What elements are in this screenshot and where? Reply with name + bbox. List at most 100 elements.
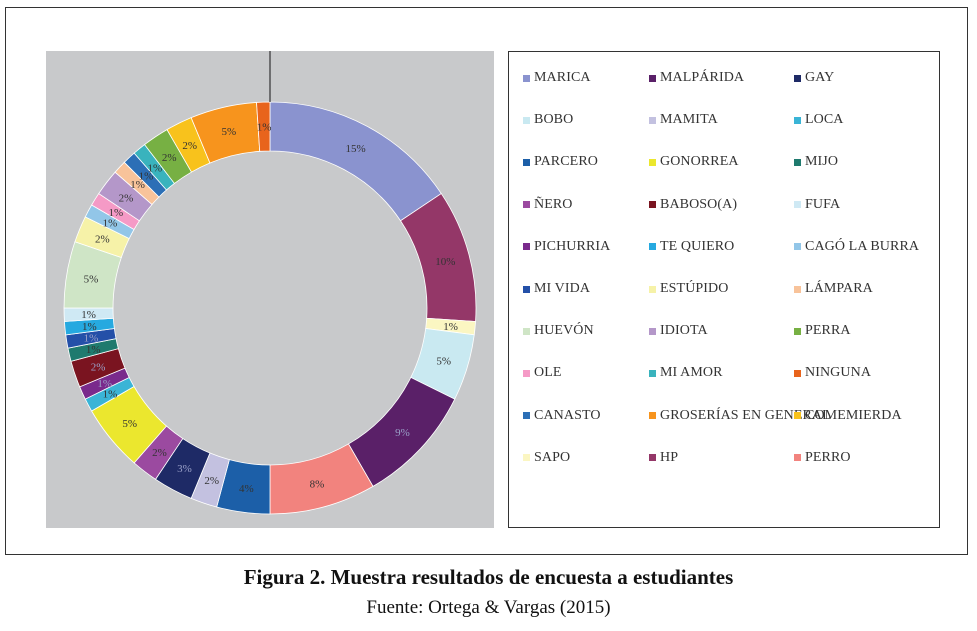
legend-item-malparida: MALPÁRIDA — [649, 70, 744, 86]
legend-swatch — [794, 158, 801, 166]
legend-item-pichurria: PICHURRIA — [523, 239, 610, 255]
slice-label-fufa: 1% — [81, 309, 96, 321]
legend-swatch — [523, 116, 530, 124]
slice-label-sapo: 1% — [443, 321, 458, 333]
legend-item-ninguna: NINGUNA — [794, 365, 871, 381]
legend-swatch — [649, 454, 656, 462]
legend-label: CANASTO — [534, 407, 601, 423]
legend-swatch — [794, 327, 801, 335]
legend-item-fufa: FUFA — [794, 197, 840, 213]
slice-label-ole: 1% — [109, 207, 124, 219]
legend-label: MIJO — [805, 154, 839, 170]
donut-chart: 15%10%1%5%9%8%4%2%3%2%5%1%1%2%1%1%1%1%5%… — [63, 51, 477, 515]
slice-label-marica: 15% — [345, 143, 365, 155]
legend-swatch — [523, 74, 530, 82]
legend-swatch — [523, 327, 530, 335]
legend-swatch — [649, 285, 656, 293]
slice-label-mijo: 1% — [86, 344, 101, 356]
legend-swatch — [649, 116, 656, 124]
legend-item-hp: HP — [649, 450, 678, 466]
legend-swatch — [794, 412, 801, 420]
legend-item-estupido: ESTÚPIDO — [649, 281, 728, 297]
slice-label-cago-la-burra: 1% — [103, 217, 118, 229]
legend-swatch — [649, 369, 656, 377]
legend-item-bobo: BOBO — [523, 112, 573, 128]
legend-item-groserias-en-general: GROSERÍAS EN GENERAL — [649, 408, 831, 424]
legend-item-te-quiero: TE QUIERO — [649, 239, 734, 255]
legend-label: GONORREA — [660, 154, 739, 170]
slice-label-baboso-a: 2% — [91, 361, 106, 373]
legend-swatch — [523, 454, 530, 462]
legend-item-perra: PERRA — [794, 323, 851, 339]
legend-swatch — [649, 201, 656, 209]
legend-label: BOBO — [534, 112, 574, 128]
legend-item-comemierda: COMEMIERDA — [794, 408, 902, 424]
slice-label-perra: 2% — [162, 152, 177, 164]
legend-item-gonorrea: GONORREA — [649, 154, 739, 170]
legend-swatch — [649, 412, 656, 420]
legend-item-huevon: HUEVÓN — [523, 323, 594, 339]
legend-label: COMEMIERDA — [805, 407, 902, 423]
legend-item-gay: GAY — [794, 70, 834, 86]
legend-label: PARCERO — [534, 154, 598, 170]
legend-label: HP — [660, 449, 679, 465]
slice-label-hp: 10% — [435, 256, 455, 268]
legend-label: PERRO — [805, 449, 851, 465]
legend-label: NINGUNA — [805, 365, 872, 381]
legend-swatch — [523, 369, 530, 377]
legend-label: SAPO — [534, 449, 571, 465]
legend-item-baboso-a: BABOSO(A) — [649, 197, 737, 213]
legend-label: MARICA — [534, 70, 591, 85]
legend-item-mamita: MAMITA — [649, 112, 718, 128]
legend-label: OLE — [534, 365, 562, 381]
legend-swatch — [794, 116, 801, 124]
slice-label-canasto: 1% — [139, 171, 154, 183]
slice-ninguna — [256, 101, 271, 152]
legend-label: MALPÁRIDA — [660, 70, 745, 85]
legend-item-mijo: MIJO — [794, 154, 838, 170]
legend-item-loca: LOCA — [794, 112, 844, 128]
figure-frame: 15% 10% 1% 5% 9% 8% 4% 2% 3% 2% 5% 1% 1% 2% 1% 1% 1% 1% 5%… — [5, 7, 968, 555]
legend-swatch — [794, 243, 801, 251]
legend-item-mi-amor: MI AMOR — [649, 365, 723, 381]
legend-item-ole: OLE — [523, 365, 562, 381]
legend-item-sapo: SAPO — [523, 450, 570, 466]
legend-item-canasto: CANASTO — [523, 408, 601, 424]
slice-marica — [269, 101, 442, 222]
legend-swatch — [523, 243, 530, 251]
plot-area: 15% 10% 1% 5% 9% 8% 4% 2% 3% 2% 5% 1% 1% 2% 1% 1% 1% 1% 5%… — [46, 51, 494, 528]
legend-swatch — [523, 158, 530, 166]
legend-label: TE QUIERO — [660, 238, 735, 254]
legend-label: FUFA — [805, 196, 841, 212]
slice-label-huevon: 5% — [84, 273, 99, 285]
legend-item-idiota: IDIOTA — [649, 323, 708, 339]
legend-label: PICHURRIA — [534, 238, 611, 254]
chart-legend: MARICA MALPÁRIDA GAY BOBO MAMITA LOCA PARCERO G… — [508, 51, 940, 528]
legend-item-mi-vida: MI VIDA — [523, 281, 590, 297]
slice-label-lampara: 1% — [130, 179, 145, 191]
legend-swatch — [794, 454, 801, 462]
legend-label: LOCA — [805, 112, 844, 128]
legend-label: BABOSO(A) — [660, 196, 738, 212]
legend-swatch — [794, 201, 801, 209]
slice-label-gonorrea: 5% — [122, 418, 137, 430]
slice-label-mi-vida: 1% — [84, 333, 99, 345]
slice-label-malparida: 9% — [395, 427, 410, 439]
slice-label-mi-amor: 1% — [148, 163, 163, 175]
legend-item-lampara: LÁMPARA — [794, 281, 873, 297]
figure-caption-title: Figura 2. Muestra resultados de encuesta… — [243, 565, 734, 589]
figure-caption-source: Fuente: Ortega & Vargas (2015) — [366, 597, 611, 618]
legend-label: CAGÓ LA BURRA — [805, 238, 920, 254]
legend-label: IDIOTA — [660, 323, 708, 339]
legend-label: ESTÚPIDO — [660, 281, 729, 296]
legend-label: MI VIDA — [534, 281, 591, 296]
slice-label-nero: 2% — [152, 447, 167, 459]
slice-label-mamita: 2% — [204, 475, 219, 487]
slice-label-ninguna: 1% — [257, 122, 272, 134]
slice-label-te-quiero: 1% — [82, 321, 97, 333]
legend-label: LÁMPARA — [805, 281, 873, 296]
legend-label: HUEVÓN — [534, 323, 594, 339]
slice-label-parcero: 4% — [239, 483, 254, 495]
legend-item-perro: PERRO — [794, 450, 851, 466]
legend-item-nero: ÑERO — [523, 197, 573, 213]
